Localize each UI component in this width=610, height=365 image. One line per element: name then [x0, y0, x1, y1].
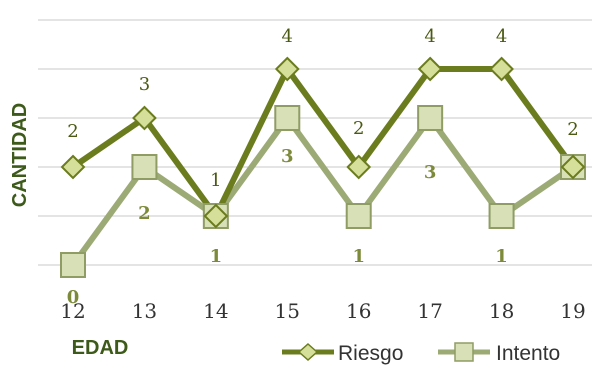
x-tick-label: 17	[417, 299, 442, 323]
x-axis-title: EDAD	[72, 337, 129, 359]
point-marker-diamond	[60, 154, 86, 180]
data-label-riesgo: 2	[567, 119, 578, 140]
legend-square-marker	[454, 342, 474, 362]
data-label-riesgo: 3	[139, 74, 150, 95]
point-marker-square	[417, 105, 444, 131]
legend-label-intento: Intento	[496, 342, 560, 365]
data-labels: 2 3 1 4 2 4 4 2 0 2 1 3 1 3 1	[67, 26, 579, 308]
point-marker-diamond	[489, 56, 514, 82]
data-label-intento: 0	[67, 287, 80, 308]
series-layer	[60, 56, 586, 278]
x-tick-label: 14	[203, 299, 228, 323]
point-marker-diamond	[132, 105, 157, 131]
point-marker-diamond	[560, 154, 586, 180]
data-label-intento: 2	[138, 203, 151, 224]
point-marker-square	[131, 154, 158, 180]
x-tick-label: 12	[60, 299, 85, 323]
data-label-intento: 1	[495, 246, 508, 267]
data-label-intento: 3	[281, 146, 294, 167]
point-marker-diamond	[346, 154, 372, 180]
data-label-intento: 3	[424, 162, 437, 183]
x-axis-ticks: 12 13 14 15 16 17 18 19	[60, 299, 585, 323]
point-marker-diamond	[203, 203, 229, 229]
data-label-riesgo: 2	[67, 121, 78, 142]
legend-item-intento: Intento	[438, 342, 560, 365]
x-tick-label: 19	[560, 299, 585, 323]
point-marker-square	[274, 105, 301, 131]
legend-label-riesgo: Riesgo	[338, 342, 403, 365]
data-label-intento: 1	[210, 246, 223, 267]
point-marker-square	[488, 203, 515, 229]
data-label-riesgo: 4	[282, 26, 293, 47]
legend-item-riesgo: Riesgo	[282, 342, 403, 365]
data-label-riesgo: 4	[496, 26, 507, 47]
gridlines	[38, 19, 592, 266]
data-label-intento: 1	[352, 246, 365, 267]
point-marker-diamond	[274, 56, 300, 82]
series-line-intento	[70, 115, 576, 268]
x-tick-label: 18	[489, 299, 514, 323]
y-axis-title: CANTIDAD	[9, 103, 31, 207]
x-tick-label: 13	[132, 299, 157, 323]
legend-diamond-marker	[297, 342, 319, 362]
data-label-riesgo: 1	[210, 170, 221, 191]
data-label-riesgo: 4	[424, 26, 435, 47]
legend: Riesgo Intento	[282, 342, 560, 365]
point-marker-square	[345, 203, 372, 229]
x-tick-label: 16	[346, 299, 371, 323]
data-label-riesgo: 2	[353, 118, 364, 139]
x-tick-label: 15	[275, 299, 300, 323]
point-marker-diamond	[417, 56, 443, 82]
point-marker-square	[60, 252, 86, 278]
